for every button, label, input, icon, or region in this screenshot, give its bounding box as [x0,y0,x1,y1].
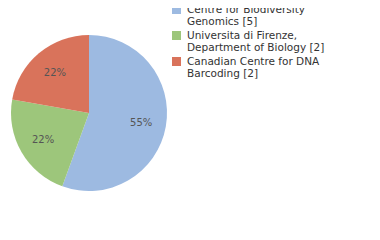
html-text:Centre for Biodiversity Genomi: Centre for Biodiversity Genomics [5] [187,3,306,27]
svg-text:22%: 22% [32,134,54,145]
svg-text:22%: 22% [44,67,66,78]
svg-text:55%: 55% [130,117,152,128]
html-text:Universita di Firenze, Departm: Universita di Firenze, Department of Bio… [187,29,325,53]
html-text:Canadian Centre for DNA Barcod: Canadian Centre for DNA Barcoding [2] [187,55,320,79]
